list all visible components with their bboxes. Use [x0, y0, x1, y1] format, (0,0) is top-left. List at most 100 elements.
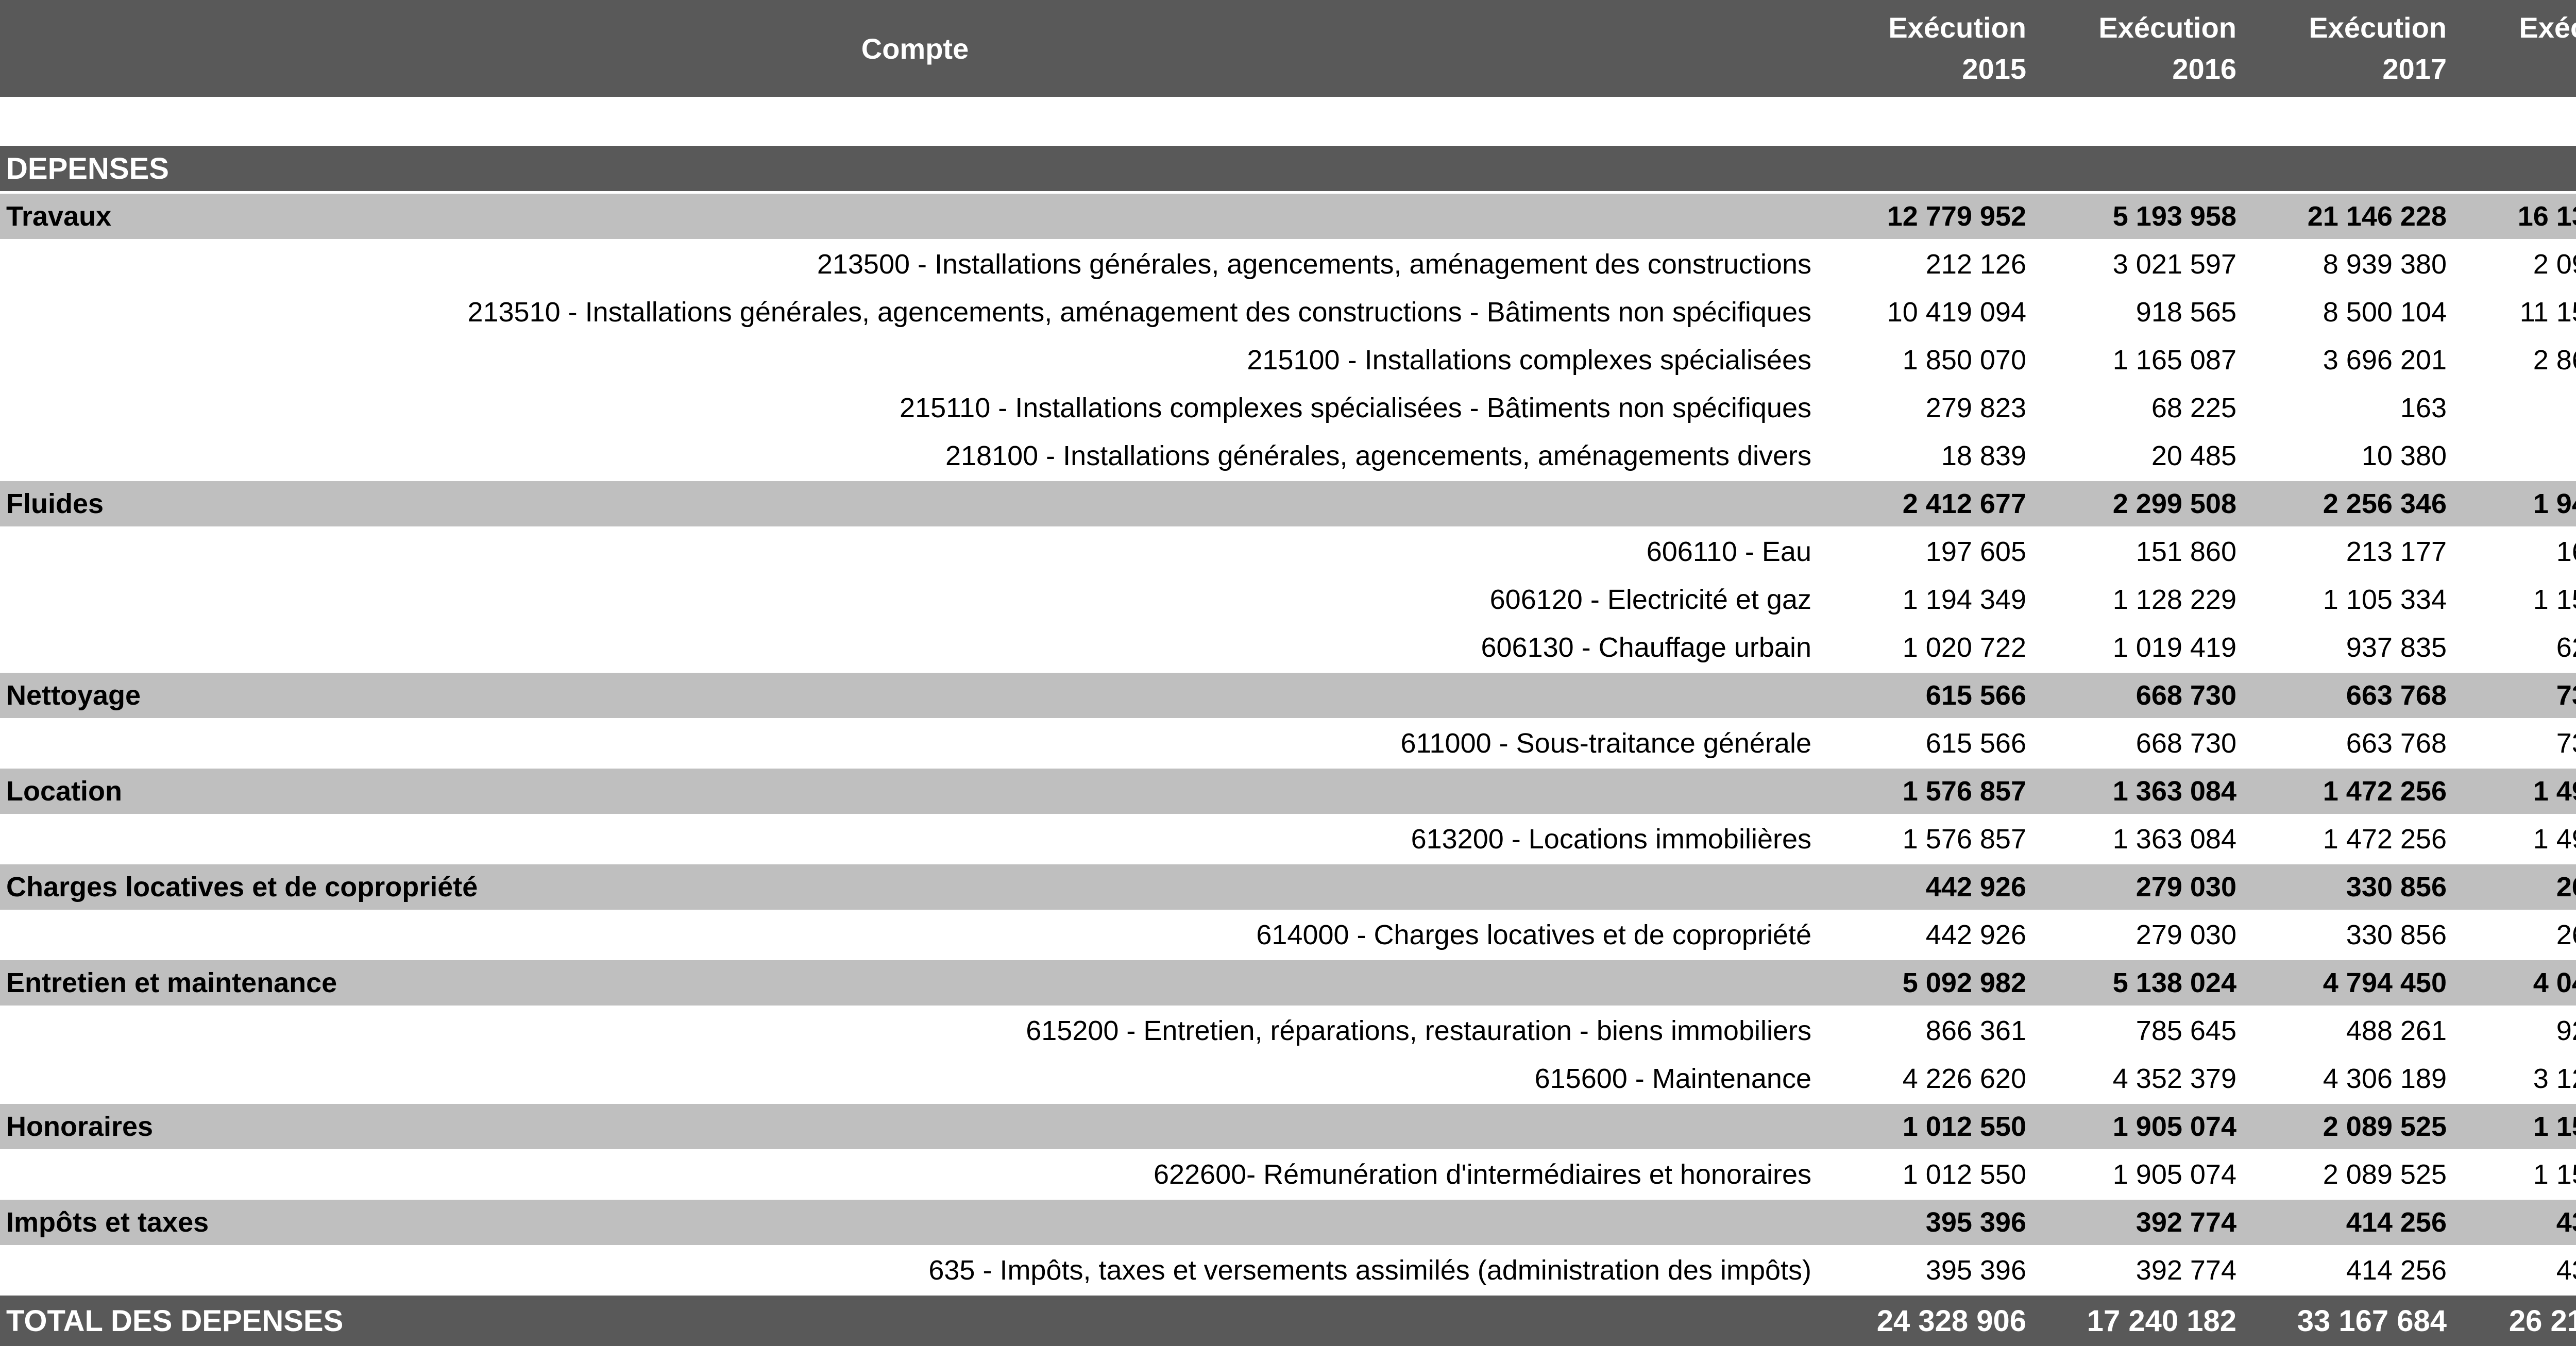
- row-label-cell[interactable]: Fluides: [6, 488, 104, 519]
- account-label-cell[interactable]: 215100 - Installations complexes spécial…: [1247, 345, 1811, 376]
- value-cell[interactable]: 668 730: [2136, 680, 2236, 711]
- value-cell[interactable]: 663 768: [2346, 680, 2447, 711]
- value-cell[interactable]: 1 363 084: [2112, 776, 2236, 807]
- value-cell[interactable]: 1 497 789: [2533, 824, 2576, 855]
- value-cell[interactable]: 24 328 906: [1876, 1304, 2026, 1338]
- value-cell[interactable]: 262 131: [2556, 919, 2576, 950]
- value-cell[interactable]: 330 856: [2346, 872, 2447, 902]
- value-cell[interactable]: 4 794 450: [2323, 967, 2447, 998]
- value-cell[interactable]: 1 946 654: [2533, 488, 2576, 519]
- header-col-2016[interactable]: Exécution 2016: [2040, 0, 2250, 97]
- value-cell[interactable]: 1 128 229: [2112, 584, 2236, 615]
- value-cell[interactable]: 10 419 094: [1887, 297, 2026, 328]
- value-cell[interactable]: 488 261: [2346, 1015, 2447, 1046]
- value-cell[interactable]: 1 576 857: [1902, 776, 2026, 807]
- value-cell[interactable]: 9 411: [2461, 385, 2576, 431]
- value-cell[interactable]: 1 472 256: [2323, 824, 2447, 855]
- value-cell[interactable]: 737 322: [2556, 680, 2576, 711]
- account-label-cell[interactable]: 606120 - Electricité et gaz: [1489, 584, 1811, 615]
- value-cell[interactable]: 937 835: [2346, 632, 2447, 663]
- value-cell[interactable]: 1 576 857: [1902, 824, 2026, 855]
- account-label-cell[interactable]: 615200 - Entretien, réparations, restaur…: [1026, 1015, 1811, 1046]
- value-cell[interactable]: 3 696 201: [2323, 345, 2447, 376]
- value-cell[interactable]: 165 968: [2556, 536, 2576, 567]
- value-cell[interactable]: 2 299 508: [2112, 488, 2236, 519]
- value-cell[interactable]: 10 380: [2361, 440, 2447, 471]
- value-cell[interactable]: 2 864 976: [2533, 345, 2576, 376]
- value-cell[interactable]: 1 157 562: [2533, 584, 2576, 615]
- value-cell[interactable]: 921 015: [2556, 1015, 2576, 1046]
- value-cell[interactable]: 8 500 104: [2323, 297, 2447, 328]
- account-label-cell[interactable]: 615600 - Maintenance: [1534, 1063, 1811, 1094]
- value-cell[interactable]: 3 122 412: [2533, 1063, 2576, 1094]
- value-cell[interactable]: [2250, 146, 2461, 191]
- value-cell[interactable]: 151 860: [2136, 536, 2236, 567]
- account-label-cell[interactable]: 606110 - Eau: [1646, 536, 1811, 567]
- value-cell[interactable]: 433 709: [2556, 1255, 2576, 1286]
- row-label-cell[interactable]: Location: [6, 776, 122, 807]
- value-cell[interactable]: 18 839: [1941, 440, 2026, 471]
- value-cell[interactable]: 615 566: [1925, 680, 2026, 711]
- value-cell[interactable]: 1 012 550: [1902, 1111, 2026, 1142]
- value-cell[interactable]: 16 131 477: [2517, 201, 2576, 232]
- row-label-cell[interactable]: DEPENSES: [6, 151, 169, 185]
- value-cell[interactable]: 395 396: [1925, 1255, 2026, 1286]
- value-cell[interactable]: 12 779 952: [1887, 201, 2026, 232]
- value-cell[interactable]: 3 021 597: [2112, 249, 2236, 280]
- value-cell[interactable]: 279 030: [2136, 919, 2236, 950]
- value-cell[interactable]: 33 167 684: [2297, 1304, 2447, 1338]
- value-cell[interactable]: 1 012 550: [1902, 1159, 2026, 1190]
- account-label-cell[interactable]: 215110 - Installations complexes spécial…: [900, 393, 1811, 423]
- row-label-cell[interactable]: Impôts et taxes: [6, 1207, 209, 1238]
- row-label-cell[interactable]: TOTAL DES DEPENSES: [6, 1304, 344, 1338]
- value-cell[interactable]: 2 089 525: [2323, 1111, 2447, 1142]
- value-cell[interactable]: 663 768: [2346, 728, 2447, 759]
- account-label-cell[interactable]: 606130 - Chauffage urbain: [1481, 632, 1811, 663]
- value-cell[interactable]: 668 730: [2136, 728, 2236, 759]
- value-cell[interactable]: 737 322: [2556, 728, 2576, 759]
- value-cell[interactable]: 4 226 620: [1902, 1063, 2026, 1094]
- account-label-cell[interactable]: 613200 - Locations immobilières: [1411, 824, 1811, 855]
- value-cell[interactable]: 1 020 722: [1902, 632, 2026, 663]
- value-cell[interactable]: 262 131: [2556, 872, 2576, 902]
- value-cell[interactable]: [2040, 146, 2250, 191]
- value-cell[interactable]: 392 774: [2136, 1207, 2236, 1238]
- value-cell[interactable]: 279 030: [2136, 872, 2236, 902]
- value-cell[interactable]: 1 497 789: [2533, 776, 2576, 807]
- value-cell[interactable]: 17 240 182: [2087, 1304, 2236, 1338]
- value-cell[interactable]: 4 352 379: [2112, 1063, 2236, 1094]
- value-cell[interactable]: 2 097 802: [2533, 249, 2576, 280]
- value-cell[interactable]: 615 566: [1925, 728, 2026, 759]
- value-cell[interactable]: 212 126: [1925, 249, 2026, 280]
- account-label-cell[interactable]: 213510 - Installations générales, agence…: [467, 297, 1811, 328]
- value-cell[interactable]: 11 159 288: [2519, 297, 2576, 328]
- row-label-cell[interactable]: Entretien et maintenance: [6, 967, 337, 998]
- account-label-cell[interactable]: 614000 - Charges locatives et de copropr…: [1256, 919, 1811, 950]
- value-cell[interactable]: 1 363 084: [2112, 824, 2236, 855]
- value-cell[interactable]: 1 105 334: [2323, 584, 2447, 615]
- value-cell[interactable]: 0: [2461, 433, 2576, 479]
- value-cell[interactable]: 442 926: [1925, 919, 2026, 950]
- header-col-2017[interactable]: Exécution 2017: [2250, 0, 2461, 97]
- value-cell[interactable]: 623 123: [2556, 632, 2576, 663]
- value-cell[interactable]: 1 165 087: [2112, 345, 2236, 376]
- row-label-cell[interactable]: Travaux: [6, 201, 112, 232]
- value-cell[interactable]: 785 645: [2136, 1015, 2236, 1046]
- value-cell[interactable]: 414 256: [2346, 1207, 2447, 1238]
- account-label-cell[interactable]: 213500 - Installations générales, agence…: [817, 249, 1811, 280]
- value-cell[interactable]: 4 043 427: [2533, 967, 2576, 998]
- value-cell[interactable]: 163: [2400, 393, 2447, 423]
- header-col-2018[interactable]: Exécution 2018: [2461, 0, 2576, 97]
- value-cell[interactable]: 26 211 881: [2509, 1304, 2576, 1338]
- value-cell[interactable]: 2 256 346: [2323, 488, 2447, 519]
- value-cell[interactable]: 1 019 419: [2112, 632, 2236, 663]
- row-label-cell[interactable]: Charges locatives et de copropriété: [6, 872, 478, 902]
- row-label-cell[interactable]: Nettoyage: [6, 680, 141, 711]
- value-cell[interactable]: 1 850 070: [1902, 345, 2026, 376]
- value-cell[interactable]: 392 774: [2136, 1255, 2236, 1286]
- account-label-cell[interactable]: 635 - Impôts, taxes et versements assimi…: [928, 1255, 1811, 1286]
- value-cell[interactable]: 197 605: [1925, 536, 2026, 567]
- value-cell[interactable]: [2461, 146, 2576, 191]
- value-cell[interactable]: 866 361: [1925, 1015, 2026, 1046]
- account-label-cell[interactable]: 611000 - Sous-traitance générale: [1400, 728, 1811, 759]
